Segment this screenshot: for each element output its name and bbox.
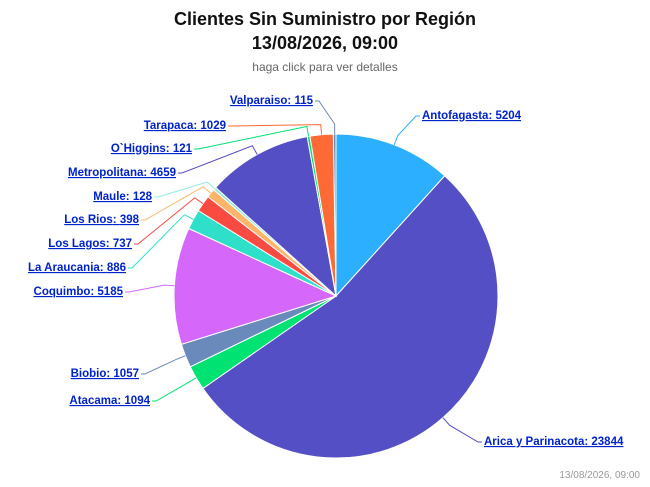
data-label[interactable]: Antofagasta: 5204 xyxy=(422,110,522,122)
data-label[interactable]: Coquimbo: 5185 xyxy=(34,286,124,298)
pie-slice[interactable] xyxy=(214,136,337,298)
data-label[interactable]: La Araucania: 886 xyxy=(28,262,126,274)
data-label[interactable]: Biobio: 1057 xyxy=(71,368,139,380)
label-name[interactable]: Metropolitana xyxy=(68,167,144,179)
label-name[interactable]: Biobio xyxy=(71,368,107,380)
pie-slice[interactable] xyxy=(173,227,338,345)
label-name[interactable]: Los Lagos xyxy=(48,238,106,250)
label-value[interactable]: 4659 xyxy=(150,167,176,179)
label-name[interactable]: Arica y Parinacota xyxy=(484,436,585,448)
data-label[interactable]: Arica y Parinacota: 23844 xyxy=(484,436,624,448)
label-value[interactable]: 1094 xyxy=(124,395,150,407)
label-name[interactable]: Antofagasta xyxy=(422,110,489,122)
label-separator[interactable]: : xyxy=(117,395,124,407)
label-separator[interactable]: : xyxy=(488,110,495,122)
label-separator[interactable]: : xyxy=(106,368,113,380)
label-value[interactable]: 5204 xyxy=(495,110,521,122)
connector xyxy=(194,125,310,150)
connector xyxy=(128,214,194,269)
chart-subtitle: haga click para ver detalles xyxy=(252,60,397,74)
connector xyxy=(141,186,212,221)
connector xyxy=(152,377,197,402)
label-name[interactable]: O`Higgins xyxy=(111,143,166,155)
label-separator[interactable]: : xyxy=(166,143,173,155)
connector xyxy=(178,145,258,174)
label-separator[interactable]: : xyxy=(100,262,107,274)
pie-slice[interactable] xyxy=(335,133,446,298)
connector xyxy=(228,124,323,135)
data-label[interactable]: Maule: 128 xyxy=(93,191,152,203)
label-separator[interactable]: : xyxy=(126,191,133,203)
label-value[interactable]: 398 xyxy=(120,214,140,226)
label-value[interactable]: 5185 xyxy=(97,286,123,298)
label-value[interactable]: 115 xyxy=(294,95,313,107)
chart-title: Clientes Sin Suministro por Región xyxy=(174,9,476,29)
data-label[interactable]: Los Lagos: 737 xyxy=(48,238,132,250)
connector xyxy=(134,197,204,245)
data-label[interactable]: Los Rios: 398 xyxy=(64,214,139,226)
connector xyxy=(125,284,175,293)
label-separator[interactable]: : xyxy=(90,286,97,298)
data-label[interactable]: Metropolitana: 4659 xyxy=(68,167,176,179)
connector xyxy=(154,181,216,198)
credits: 13/08/2026, 09:00 xyxy=(559,470,640,481)
label-name[interactable]: Tarapaca xyxy=(144,120,194,132)
data-label[interactable]: Atacama: 1094 xyxy=(69,395,150,407)
label-value[interactable]: 737 xyxy=(113,238,132,250)
data-label[interactable]: Tarapaca: 1029 xyxy=(144,120,226,132)
label-name[interactable]: Los Rios xyxy=(64,214,113,226)
label-value[interactable]: 128 xyxy=(133,191,153,203)
label-value[interactable]: 1029 xyxy=(200,120,226,132)
connector xyxy=(393,115,420,146)
label-separator[interactable]: : xyxy=(143,167,150,179)
label-name[interactable]: Maule xyxy=(93,191,126,203)
label-value[interactable]: 121 xyxy=(173,143,193,155)
label-name[interactable]: Coquimbo xyxy=(34,286,91,298)
label-name[interactable]: Valparaiso xyxy=(230,95,288,107)
label-name[interactable]: Atacama xyxy=(69,395,118,407)
label-value[interactable]: 1057 xyxy=(113,368,139,380)
label-value[interactable]: 886 xyxy=(107,262,126,274)
chart-title: 13/08/2026, 09:00 xyxy=(252,33,398,53)
label-separator[interactable]: : xyxy=(106,238,113,250)
label-separator[interactable]: : xyxy=(113,214,120,226)
label-value[interactable]: 23844 xyxy=(591,436,624,448)
label-separator[interactable]: : xyxy=(193,120,200,132)
connector xyxy=(442,417,482,443)
label-separator[interactable]: : xyxy=(584,436,591,448)
connector xyxy=(141,355,186,375)
label-separator[interactable]: : xyxy=(287,95,294,107)
data-label[interactable]: Valparaiso: 115 xyxy=(230,95,314,107)
connector xyxy=(315,100,336,135)
data-label[interactable]: O`Higgins: 121 xyxy=(111,143,193,155)
label-name[interactable]: La Araucania xyxy=(28,262,100,274)
